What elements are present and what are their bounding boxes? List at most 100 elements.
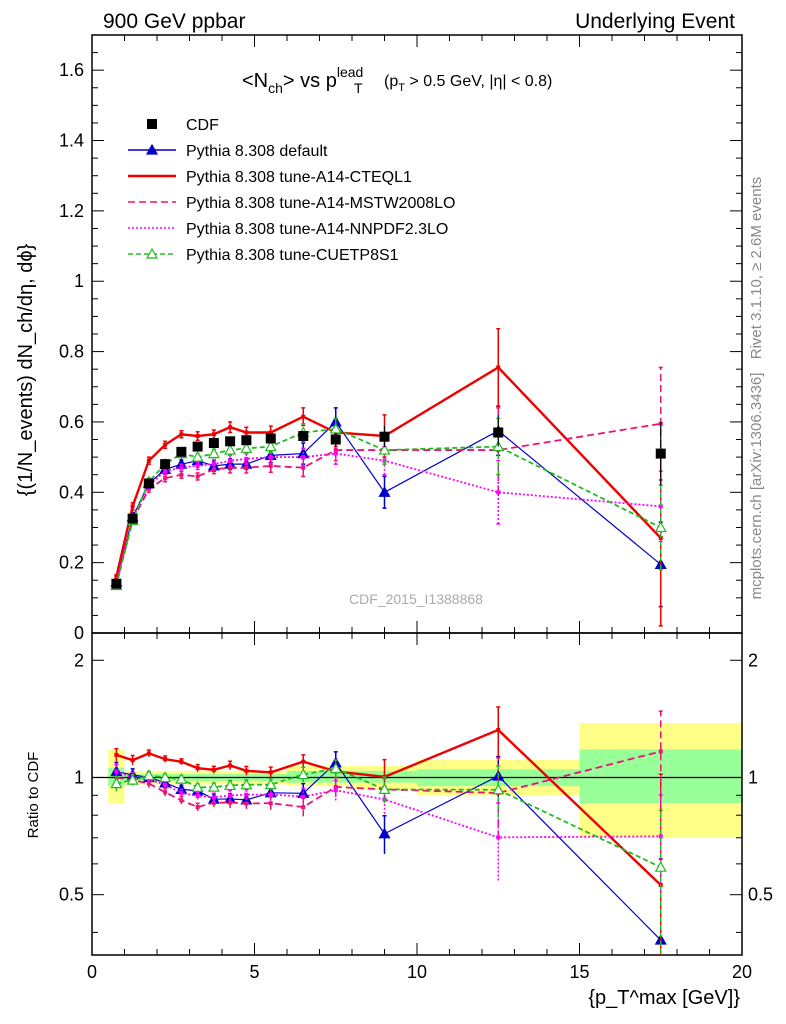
ratio-line-mstw (116, 750, 661, 809)
ratio-marker-cteql1 (114, 752, 119, 757)
y-tick-label: 0.4 (59, 482, 84, 502)
marker-nnpdf (496, 490, 501, 495)
y-tick-label: 1.6 (59, 60, 84, 80)
y-tick-label: 1.4 (59, 131, 84, 151)
analysis-watermark: CDF_2015_I1388868 (349, 591, 483, 607)
ratio-marker-cteql1 (301, 759, 306, 764)
marker-cteql1 (163, 442, 168, 447)
marker-mstw (163, 476, 168, 481)
plot-title: <Nch> vs plead T (pT > 0.5 GeV, |η| < 0.… (242, 64, 552, 96)
ratio-marker-mstw (301, 805, 306, 810)
ratio-marker-mstw (658, 749, 663, 754)
ratio-marker-cuetp (297, 768, 310, 780)
ratio-marker-mstw (195, 805, 200, 810)
marker-cuetp (240, 442, 253, 453)
data-point (143, 478, 154, 489)
ratio-marker-cuetp (329, 762, 342, 774)
ratio-marker-cuetp (654, 860, 667, 872)
marker-cteql1 (130, 504, 135, 509)
svg-text:<Nch> vs plead: <Nch> vs plead (242, 64, 363, 96)
y-tick-label: 1 (74, 271, 84, 291)
x-tick-label: 10 (407, 962, 427, 982)
ratio-marker-cteql1 (496, 727, 501, 732)
header-right: Underlying Event (575, 10, 735, 33)
marker-cteql1 (211, 432, 216, 437)
marker-cuetp (224, 443, 237, 455)
data-point (225, 436, 236, 447)
legend-marker-default (145, 143, 159, 155)
ratio-marker-nnpdf (211, 795, 216, 800)
ratio-marker-cuetp (159, 771, 172, 783)
ratio-marker-nnpdf (195, 794, 200, 799)
ratio-line-nnpdf (116, 770, 661, 839)
marker-cteql1 (228, 425, 233, 430)
ratio-marker-cteql1 (228, 763, 233, 768)
ratio-marker-cuetp (175, 772, 188, 784)
marker-mstw (179, 472, 184, 477)
ratio-marker-cuetp (110, 777, 123, 789)
ratio-marker-cteql1 (244, 768, 249, 773)
data-point (241, 435, 252, 446)
marker-mstw (268, 463, 273, 468)
marker-default (378, 486, 391, 497)
data-point (379, 431, 390, 442)
marker-mstw (333, 448, 338, 453)
ratio-marker-cteql1 (146, 751, 151, 756)
ratio-marker-cuetp (492, 783, 505, 795)
marker-nnpdf (163, 469, 168, 474)
ratio-marker-mstw (163, 790, 168, 795)
ratio-band-green (287, 770, 352, 783)
ratio-marker-mstw (244, 801, 249, 806)
y-tick-label: 1.2 (59, 201, 84, 221)
ratio-y-tick-label: 0.5 (59, 885, 84, 905)
ratio-marker-cteql1 (268, 770, 273, 775)
ratio-marker-cteql1 (130, 758, 135, 763)
data-point (176, 446, 187, 457)
marker-cteql1 (179, 432, 184, 437)
ratio-marker-nnpdf (333, 788, 338, 793)
marker-mstw (228, 465, 233, 470)
ratio-marker-cuetp (240, 778, 253, 790)
marker-nnpdf (228, 458, 233, 463)
y-tick-label: 0.6 (59, 412, 84, 432)
marker-cteql1 (301, 414, 306, 419)
data-point (265, 433, 276, 444)
y-tick-label: 0 (74, 623, 84, 643)
ratio-marker-cuetp (191, 781, 204, 792)
legend-label: CDF (186, 117, 219, 134)
data-point (111, 578, 122, 589)
ratio-axes: 0 5 10 15 20 0.5 0.5 1 1 2 2 (59, 633, 773, 982)
data-point (655, 448, 666, 459)
marker-cuetp (378, 443, 391, 455)
legend: CDF Pythia 8.308 default Pythia 8.308 tune… (128, 117, 455, 264)
ratio-series-group (110, 706, 667, 955)
marker-nnpdf (195, 463, 200, 468)
ratio-marker-mstw (268, 801, 273, 806)
x-tick-label: 15 (569, 962, 589, 982)
marker-nnpdf (244, 456, 249, 461)
y-tick-label: 0.2 (59, 553, 84, 573)
marker-cuetp (207, 447, 220, 459)
main-axes: 0 0.2 0.4 0.6 0.8 1 1.2 1.4 1.6 (59, 34, 743, 643)
ratio-marker-mstw (211, 800, 216, 805)
marker-cteql1 (268, 430, 273, 435)
data-point (160, 459, 171, 470)
ratio-marker-nnpdf (114, 769, 119, 774)
ratio-marker-nnpdf (301, 794, 306, 799)
ratio-marker-default (378, 827, 391, 839)
ratio-y-tick-label: 2 (74, 650, 84, 670)
ratio-marker-cuetp (142, 769, 155, 781)
marker-cteql1 (146, 458, 151, 463)
header-left: 900 GeV ppbar (103, 10, 245, 33)
ratio-marker-cuetp (264, 778, 277, 790)
marker-cteql1 (658, 536, 663, 541)
ratio-marker-cuetp (378, 783, 391, 795)
ratio-marker-nnpdf (496, 835, 501, 840)
series-line-cteql1 (115, 365, 662, 577)
y-tick-label: 0.8 (59, 342, 84, 362)
data-point (493, 427, 504, 438)
marker-cteql1 (496, 365, 501, 370)
legend-label: Pythia 8.308 default (186, 143, 328, 160)
legend-label: Pythia 8.308 tune-A14-MSTW2008LO (186, 195, 455, 212)
data-point (208, 438, 219, 449)
